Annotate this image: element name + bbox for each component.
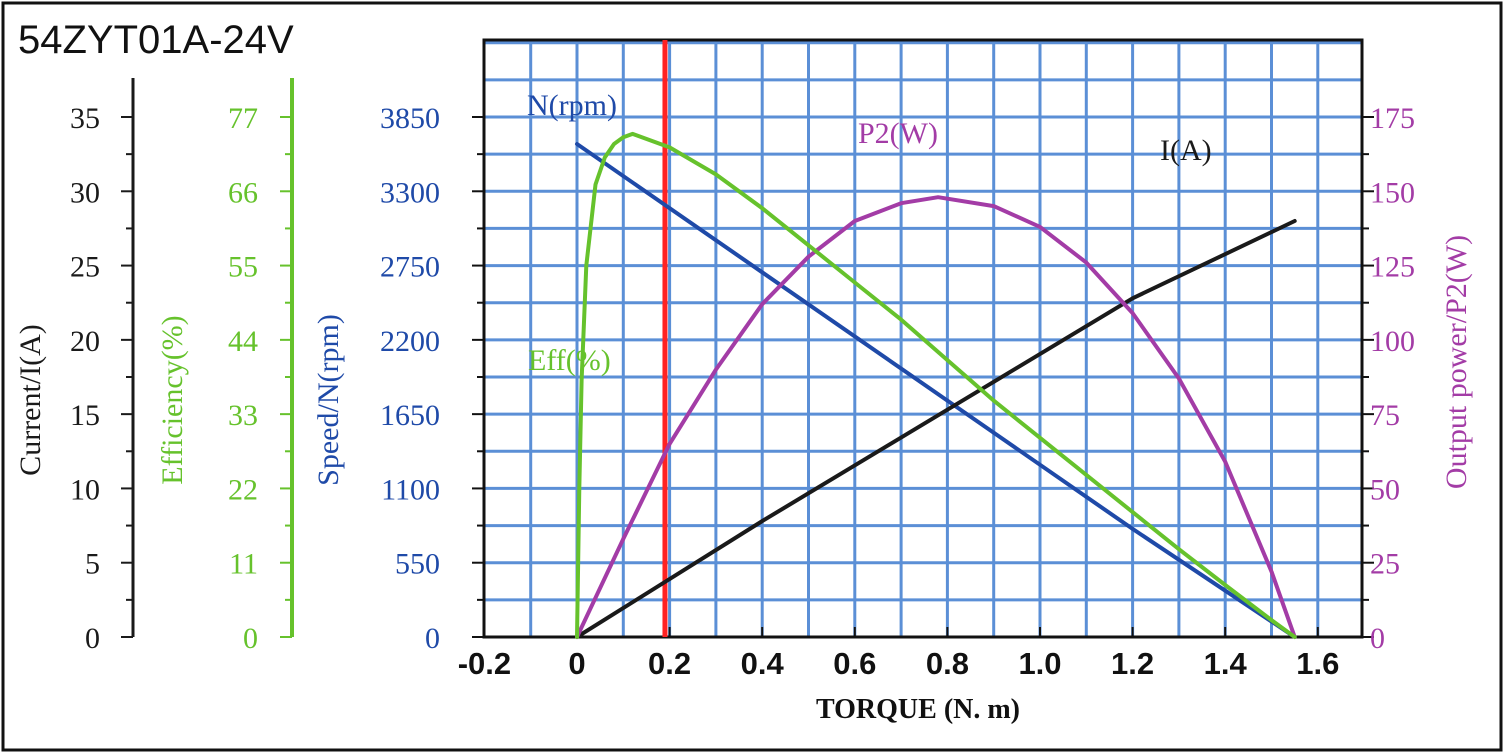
efficiency-tick-label: 77: [228, 102, 258, 135]
x-tick-label: 0: [568, 646, 585, 681]
current-tick-label: 0: [85, 622, 100, 655]
efficiency-tick-label: 44: [228, 325, 258, 358]
power-tick-label: 75: [1370, 399, 1400, 432]
labels: -0.2 0 0.2 0.4 0.6 0.8 1.0 1.2 1.4 1.6 0 5 10 15 20 25 3…: [14, 89, 1473, 681]
x-tick-label: -0.2: [458, 646, 511, 681]
efficiency-tick-label: 66: [228, 176, 258, 209]
power-tick-label: 0: [1370, 622, 1385, 655]
series-label-power: P2(W): [858, 117, 938, 150]
speed-tick-label: 550: [395, 548, 440, 581]
speed-tick-label: 3850: [380, 102, 440, 135]
current-tick-label: 15: [70, 399, 100, 432]
current-axis-title: Current/I(A): [14, 324, 47, 476]
efficiency-tick-label: 22: [228, 473, 258, 506]
power-tick-label: 150: [1370, 176, 1415, 209]
efficiency-axis-title: Efficiency(%): [156, 315, 189, 484]
series-line-current: [575, 219, 1297, 639]
power-tick-label: 175: [1370, 102, 1415, 135]
chart-title: 54ZYT01A-24V: [18, 18, 294, 62]
speed-tick-label: 1100: [381, 473, 440, 506]
efficiency-tick-label: 33: [228, 399, 258, 432]
x-tick-label: 1.0: [1018, 646, 1061, 681]
series-line-power: [575, 195, 1297, 639]
speed-tick-label: 2200: [380, 325, 440, 358]
x-tick-label: 1.6: [1296, 646, 1339, 681]
x-tick-label: 1.4: [1204, 646, 1248, 681]
axes: [121, 38, 1374, 639]
series-label-efficiency: Eff(%): [528, 344, 611, 377]
power-axis-title: Output power/P2(W): [1440, 235, 1473, 489]
power-tick-label: 25: [1370, 548, 1400, 581]
power-tick-label: 50: [1370, 473, 1400, 506]
x-tick-label: 1.2: [1111, 646, 1154, 681]
current-tick-label: 5: [85, 548, 100, 581]
x-tick-label: 0.8: [926, 646, 969, 681]
x-axis-label: TORQUE (N. m): [816, 694, 1020, 725]
current-tick-label: 30: [70, 176, 100, 209]
speed-tick-label: 3300: [380, 176, 440, 209]
plot-frame: [482, 38, 1364, 639]
efficiency-tick-label: 55: [228, 251, 258, 284]
speed-axis-title: Speed/N(rpm): [312, 314, 345, 486]
current-tick-label: 25: [70, 251, 100, 284]
series-label-current: I(A): [1160, 134, 1212, 167]
efficiency-tick-label: 0: [243, 622, 258, 655]
current-tick-label: 20: [70, 325, 100, 358]
power-tick-label: 125: [1370, 251, 1415, 284]
x-tick-label: 0.4: [741, 646, 785, 681]
current-tick-label: 10: [70, 473, 100, 506]
series-lines: [575, 40, 1297, 639]
power-tick-label: 100: [1370, 325, 1415, 358]
speed-tick-label: 0: [425, 622, 440, 655]
efficiency-tick-label: 11: [229, 548, 258, 581]
x-tick-label: 0.2: [648, 646, 691, 681]
series-line-speed: [575, 142, 1297, 639]
series-label-speed: N(rpm): [527, 89, 617, 122]
series-line-efficiency: [575, 131, 1297, 639]
speed-tick-label: 1650: [380, 399, 440, 432]
current-tick-label: 35: [70, 102, 100, 135]
speed-tick-label: 2750: [380, 251, 440, 284]
x-tick-label: 0.6: [833, 646, 876, 681]
